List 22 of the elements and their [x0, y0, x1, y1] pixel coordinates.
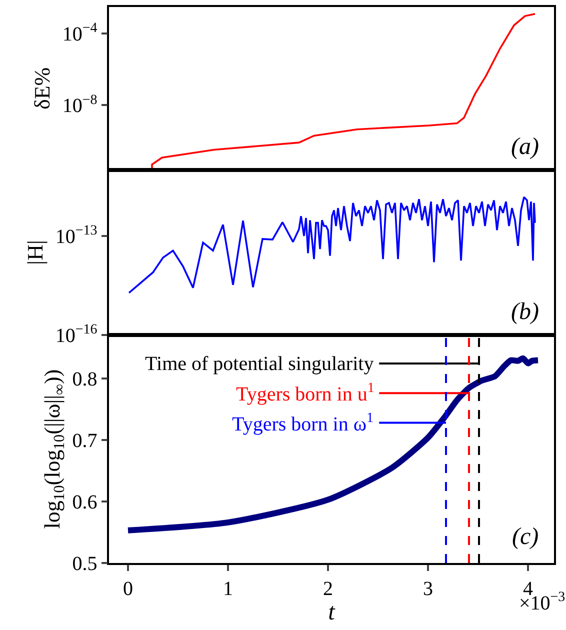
annotation: (a)	[511, 134, 539, 160]
y-tick-label: 10$^{−8}$	[62, 92, 98, 118]
ref-line-label: Time of potential singularity	[145, 353, 374, 375]
annotation: (b)	[511, 299, 539, 325]
y-tick-label: 10$^{−16}$	[55, 322, 98, 348]
x-axis-title: t	[328, 600, 336, 626]
x-tick-label: 3	[423, 578, 433, 600]
annotation: (c)	[512, 524, 539, 550]
x-tick-label: 1	[223, 578, 233, 600]
y-tick-label: 10$^{−13}$	[55, 224, 98, 248]
line-series	[128, 196, 536, 294]
x-tick-label: 2	[323, 578, 333, 600]
ref-line-label: Tygers born in u$^{1}$	[236, 381, 374, 406]
y-tick-label: 0.5	[72, 553, 98, 575]
y-tick-label: 0.7	[72, 430, 98, 452]
ref-line-label: Tygers born in ω$^{1}$	[232, 411, 374, 436]
y-tick-label: 10$^{−4}$	[62, 20, 98, 46]
y-tick-label: 0.6	[72, 492, 98, 514]
x-tick-label: 0	[123, 578, 133, 600]
y-axis-title: δE%	[30, 67, 55, 110]
y-axis-title: |H|	[22, 240, 48, 265]
y-tick-label: 0.8	[72, 368, 98, 391]
